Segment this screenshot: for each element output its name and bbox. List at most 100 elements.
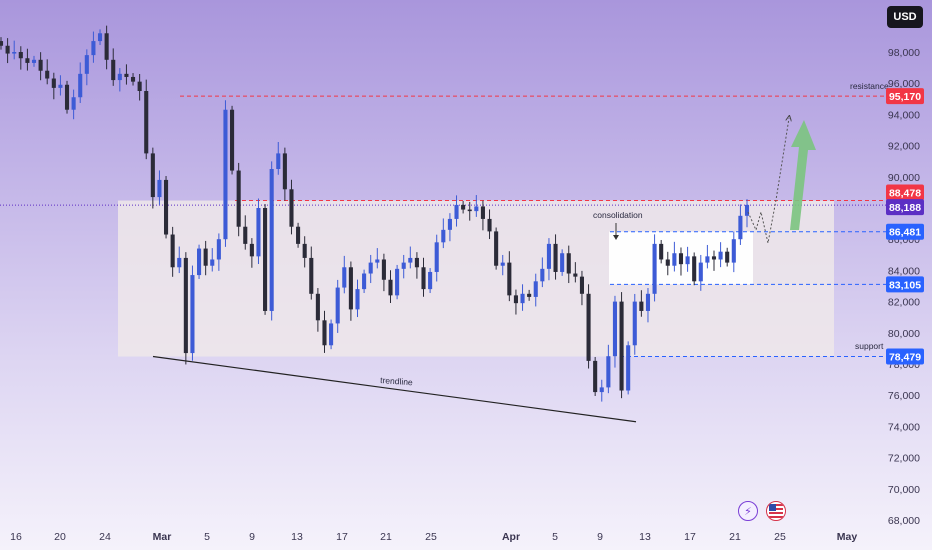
x-tick-label: 17	[684, 531, 696, 543]
candle-body	[78, 73, 83, 98]
candle-body	[560, 253, 565, 272]
candle-body	[117, 73, 122, 81]
candle-body	[342, 267, 347, 288]
x-tick-label: 9	[597, 531, 603, 543]
candle-body	[612, 301, 618, 357]
price-badge-support	[886, 348, 924, 365]
candle-body	[282, 153, 287, 190]
candle-body	[157, 179, 162, 198]
x-tick-label: 25	[774, 531, 786, 543]
candle-body	[619, 301, 624, 391]
candle-body	[25, 58, 30, 63]
candle-body	[97, 33, 103, 42]
candle-body	[454, 204, 459, 219]
y-tick-label: 84,000	[888, 265, 920, 277]
candle-body	[302, 243, 307, 258]
x-tick-label: 13	[639, 531, 651, 543]
candle-body	[104, 33, 109, 60]
price-badge-current	[886, 199, 924, 216]
projection-path	[747, 118, 789, 244]
x-tick-label: 24	[99, 531, 111, 543]
x-tick-label: 20	[54, 531, 66, 543]
candle-body	[447, 218, 452, 230]
candle-body	[355, 289, 360, 310]
y-tick-label: 80,000	[888, 328, 920, 340]
candle-body	[421, 267, 426, 290]
candle-body	[0, 41, 4, 46]
candle-body	[71, 97, 76, 110]
trendline	[152, 355, 637, 423]
candle-body	[731, 239, 736, 263]
candle-body	[296, 226, 301, 244]
lightning-icon[interactable]: ⚡	[738, 501, 758, 521]
y-tick-label: 70,000	[888, 484, 920, 496]
x-tick-label: Apr	[502, 531, 520, 543]
candle-body	[236, 170, 241, 227]
price-badge-upper	[886, 184, 924, 201]
candle-body	[381, 259, 386, 280]
x-tick-label: 5	[204, 531, 210, 543]
y-tick-label: 92,000	[888, 141, 920, 153]
candle-body	[348, 267, 353, 310]
candle-body	[428, 271, 433, 290]
candle-body	[362, 273, 367, 290]
consolidation-label: consolidation	[593, 210, 643, 220]
candle-body	[210, 259, 215, 266]
candle-body	[527, 293, 532, 297]
candle-body	[401, 262, 406, 269]
candle-body	[494, 231, 499, 266]
candle-body	[315, 293, 320, 321]
candle-body	[58, 84, 63, 88]
currency-button[interactable]: USD	[887, 6, 923, 28]
us-flag-icon[interactable]	[766, 501, 786, 521]
candle-body	[130, 76, 136, 82]
price-badge-text: 95,170	[889, 91, 921, 103]
candle-body	[520, 293, 525, 304]
candle-body	[487, 218, 492, 232]
candle-body	[190, 275, 195, 354]
candle-body	[91, 41, 96, 56]
candle-body	[368, 262, 373, 274]
y-tick-label: 74,000	[888, 421, 920, 433]
x-tick-label: May	[837, 531, 858, 543]
candle-body	[197, 248, 202, 276]
candle-body	[38, 59, 43, 71]
x-tick-label: 17	[336, 531, 348, 543]
candle-body	[124, 73, 129, 77]
candle-body	[705, 256, 710, 263]
candle-body	[474, 206, 479, 212]
candle-body	[203, 248, 208, 266]
candle-body	[150, 153, 155, 198]
candle-body	[632, 301, 637, 346]
candle-body	[507, 262, 512, 296]
candle-body	[718, 251, 723, 260]
candle-body	[434, 242, 439, 272]
candle-body	[45, 70, 50, 79]
candle-body	[216, 239, 221, 260]
candle-body	[665, 259, 670, 266]
x-tick-label: 21	[380, 531, 392, 543]
y-tick-label: 72,000	[888, 453, 920, 465]
candle-body	[64, 84, 70, 110]
candle-body	[183, 257, 188, 354]
price-badge-resistance	[886, 88, 924, 105]
candle-body	[388, 279, 393, 296]
x-tick-label: 5	[552, 531, 558, 543]
candle-body	[163, 179, 169, 235]
candle-body	[692, 256, 697, 282]
candle-body	[626, 345, 631, 391]
candle-body	[738, 215, 743, 240]
candle-body	[18, 52, 23, 59]
candle-body	[579, 276, 585, 294]
candle-body	[639, 301, 644, 311]
price-badge-text: 88,478	[889, 188, 921, 200]
y-tick-label: 76,000	[888, 390, 920, 402]
candle-body	[553, 243, 558, 272]
candle-body	[395, 268, 400, 296]
candle-body	[593, 360, 598, 393]
candle-body	[744, 204, 750, 216]
x-tick-label: Mar	[153, 531, 172, 543]
candle-body	[263, 208, 268, 311]
x-tick-label: 21	[729, 531, 741, 543]
